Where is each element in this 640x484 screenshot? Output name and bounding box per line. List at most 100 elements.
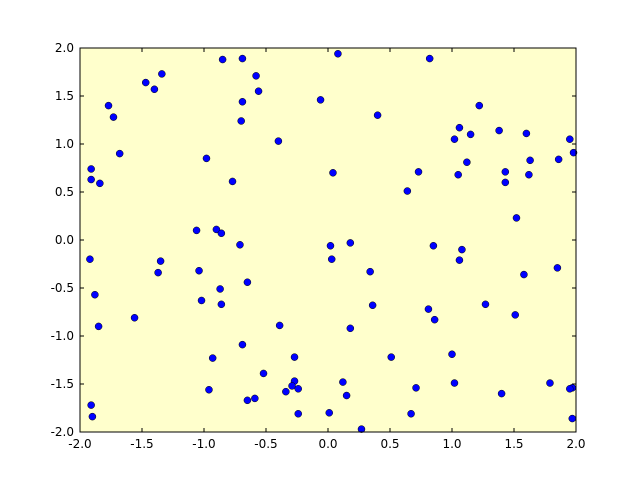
data-point <box>329 169 337 177</box>
data-point <box>236 241 244 249</box>
data-point <box>141 78 150 87</box>
data-point <box>497 389 506 398</box>
data-point <box>327 255 336 263</box>
data-point <box>325 409 333 417</box>
data-point <box>339 378 347 386</box>
data-point <box>425 54 434 63</box>
y-tick-label: 1.5 <box>55 89 74 103</box>
x-axis: -2.0 -1.5 -1.0 -0.5 0.0 0.5 1.0 1.5 2.0 <box>68 48 586 451</box>
data-point <box>495 126 503 135</box>
data-point <box>566 135 574 143</box>
data-point <box>466 130 475 139</box>
data-point <box>290 353 299 361</box>
data-point <box>197 296 206 305</box>
data-point <box>512 214 521 222</box>
x-tick-label: -1.0 <box>192 437 215 451</box>
data-point <box>525 170 533 179</box>
data-point <box>86 255 94 263</box>
data-point <box>251 394 259 403</box>
data-point <box>501 178 510 187</box>
data-point <box>522 129 531 138</box>
data-point <box>228 177 237 186</box>
data-point <box>154 268 162 277</box>
data-point <box>87 401 95 409</box>
x-tick-label: -0.5 <box>254 437 277 451</box>
data-point <box>130 314 139 322</box>
data-point <box>252 72 260 80</box>
data-point <box>569 148 578 157</box>
data-point <box>216 285 224 293</box>
data-point <box>150 85 159 94</box>
data-point <box>238 54 247 63</box>
x-tick-label: 1.5 <box>504 437 523 451</box>
data-point <box>87 175 95 184</box>
data-point <box>195 266 203 275</box>
data-point <box>429 242 438 250</box>
data-point <box>526 156 534 165</box>
data-point <box>373 111 382 119</box>
data-point <box>412 384 420 392</box>
y-tick-label: -0.5 <box>51 281 74 295</box>
data-point <box>568 414 577 423</box>
x-tick-label: 0.5 <box>380 437 399 451</box>
data-point <box>316 96 325 104</box>
data-point <box>88 412 97 421</box>
y-tick-label: -1.0 <box>51 329 74 343</box>
data-point <box>158 70 166 78</box>
data-point <box>430 315 439 324</box>
y-axis: -2.0 -1.5 -1.0 -0.5 0.0 0.5 1.0 1.5 2.0 <box>51 41 576 439</box>
data-point <box>455 123 464 132</box>
data-point <box>212 225 221 234</box>
x-tick-label: -1.5 <box>130 437 153 451</box>
x-tick-label: -2.0 <box>68 437 91 451</box>
data-point <box>254 87 263 95</box>
data-point <box>208 354 217 362</box>
data-point <box>115 149 124 158</box>
data-point <box>288 382 296 390</box>
data-point <box>294 410 302 418</box>
data-point <box>104 101 113 110</box>
y-tick-label: -2.0 <box>51 425 74 439</box>
x-tick-label: 2.0 <box>566 437 585 451</box>
data-point <box>520 270 528 279</box>
data-point <box>566 385 574 393</box>
x-tick-label: 0.0 <box>318 437 337 451</box>
data-point <box>243 396 252 405</box>
y-tick-label: 1.0 <box>55 137 74 151</box>
data-point <box>282 387 290 396</box>
data-point <box>448 350 456 358</box>
y-tick-label: 0.5 <box>55 185 74 199</box>
data-point <box>237 117 245 125</box>
data-point <box>554 155 563 164</box>
data-point <box>463 158 471 166</box>
data-point <box>243 278 252 286</box>
data-point <box>403 187 412 195</box>
data-point <box>455 256 464 264</box>
data-point <box>407 410 415 418</box>
data-point <box>357 425 366 433</box>
data-point <box>458 245 466 254</box>
data-point <box>346 324 355 333</box>
data-point <box>546 379 554 387</box>
data-point <box>346 239 355 247</box>
data-point <box>202 154 211 163</box>
data-point <box>238 98 247 106</box>
data-point <box>553 264 562 272</box>
data-point <box>96 179 104 188</box>
data-point <box>475 101 484 110</box>
data-point <box>217 229 226 238</box>
data-point <box>94 322 103 331</box>
data-point <box>109 113 118 121</box>
data-point <box>387 353 395 361</box>
data-point <box>274 137 283 145</box>
data-point <box>156 257 165 265</box>
y-tick-label: -1.5 <box>51 377 74 391</box>
data-point <box>192 226 201 235</box>
data-point <box>238 340 247 349</box>
data-points <box>86 50 578 433</box>
data-point <box>294 385 302 393</box>
data-point <box>366 267 374 276</box>
data-point <box>501 168 510 176</box>
data-point <box>511 311 519 319</box>
